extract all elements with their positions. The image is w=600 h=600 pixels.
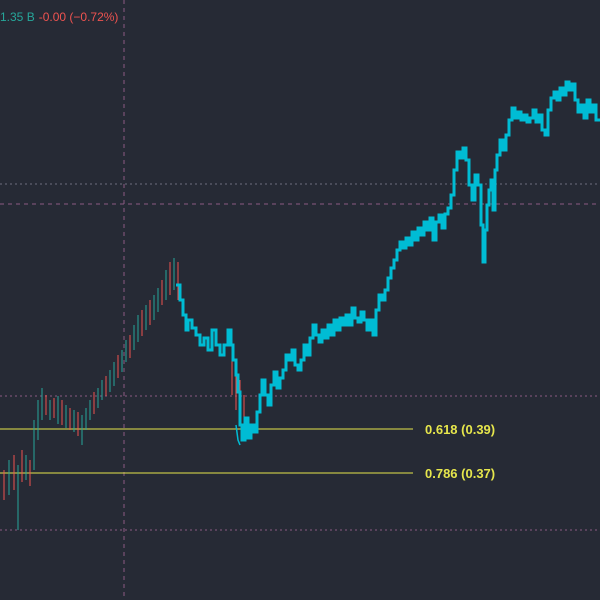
price-series-line[interactable]	[176, 80, 600, 442]
fib-label-0786: 0.786 (0.37)	[425, 466, 495, 481]
change-value: -0.00 (−0.72%)	[38, 10, 119, 24]
series-legend: 1.35 B -0.00 (−0.72%)	[0, 9, 118, 25]
candles-group	[3, 258, 245, 530]
price-series-line-early	[235, 424, 241, 446]
fib-label-0618: 0.618 (0.39)	[425, 422, 495, 437]
volume-value: 1.35 B	[0, 10, 35, 24]
